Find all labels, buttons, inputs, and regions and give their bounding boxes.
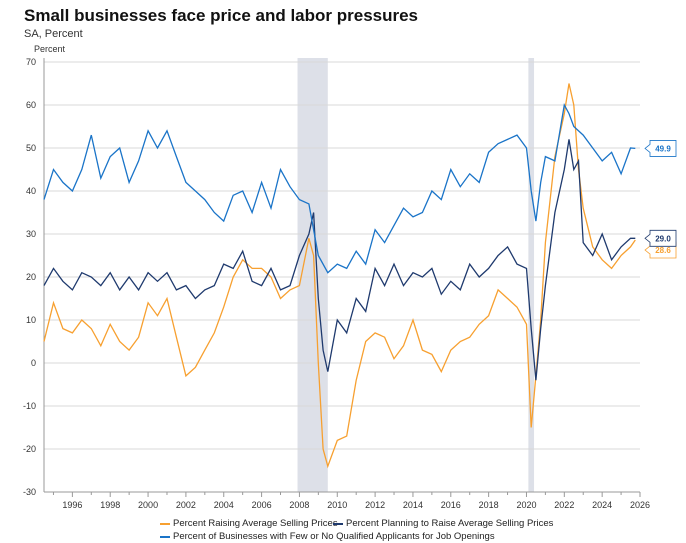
- legend-label: Percent Raising Average Selling Prices: [173, 518, 338, 529]
- x-tick-label: 2004: [214, 500, 234, 510]
- x-tick-label: 1998: [100, 500, 120, 510]
- legend-label: Percent Planning to Raise Average Sellin…: [346, 518, 554, 529]
- legend-swatch: [333, 522, 343, 525]
- last-value-label: 49.9: [655, 144, 671, 153]
- last-value-callout: [644, 140, 677, 157]
- y-tick-label: 70: [26, 57, 36, 67]
- x-tick-label: 2002: [176, 500, 196, 510]
- x-tick-label: 2020: [516, 500, 536, 510]
- x-tick-label: 2008: [289, 500, 309, 510]
- recession-band: [297, 58, 328, 492]
- y-tick-label: 60: [26, 100, 36, 110]
- legend-swatch: [160, 522, 170, 525]
- x-tick-label: 2018: [479, 500, 499, 510]
- legend-item-raising: Percent Raising Average Selling Prices: [160, 518, 338, 529]
- y-tick-label: -10: [23, 401, 36, 411]
- legend-item-planning: Percent Planning to Raise Average Sellin…: [333, 518, 553, 529]
- x-tick-label: 2000: [138, 500, 158, 510]
- x-tick-label: 2022: [554, 500, 574, 510]
- chart-title: Small businesses face price and labor pr…: [24, 6, 419, 25]
- x-tick-label: 1996: [62, 500, 82, 510]
- y-tick-label: 30: [26, 229, 36, 239]
- legend-item-applicants: Percent of Businesses with Few or No Qua…: [160, 531, 495, 542]
- x-tick-label: 2026: [630, 500, 650, 510]
- x-tick-label: 2010: [327, 500, 347, 510]
- last-value-label: 28.6: [655, 246, 671, 255]
- x-tick-label: 2012: [365, 500, 385, 510]
- legend-swatch: [160, 535, 170, 538]
- x-tick-label: 2014: [403, 500, 423, 510]
- series-line-1: [43, 139, 636, 381]
- x-tick-label: 2024: [592, 500, 612, 510]
- y-axis-label: Percent: [34, 44, 66, 54]
- legend-label: Percent of Businesses with Few or No Qua…: [173, 531, 495, 542]
- y-tick-label: 40: [26, 186, 36, 196]
- chart-subtitle: SA, Percent: [24, 28, 83, 40]
- y-tick-label: 20: [26, 272, 36, 282]
- series-line-2: [43, 103, 636, 274]
- last-value-callout: [644, 229, 677, 247]
- y-tick-label: 0: [31, 358, 36, 368]
- y-tick-label: 10: [26, 315, 36, 325]
- y-tick-label: -20: [23, 444, 36, 454]
- series-line-0: [43, 83, 636, 469]
- y-tick-label: 50: [26, 143, 36, 153]
- x-tick-label: 2006: [252, 500, 272, 510]
- x-tick-label: 2016: [441, 500, 461, 510]
- last-value-label: 29.0: [655, 234, 671, 243]
- y-tick-label: -30: [23, 487, 36, 497]
- recession-band: [528, 58, 535, 492]
